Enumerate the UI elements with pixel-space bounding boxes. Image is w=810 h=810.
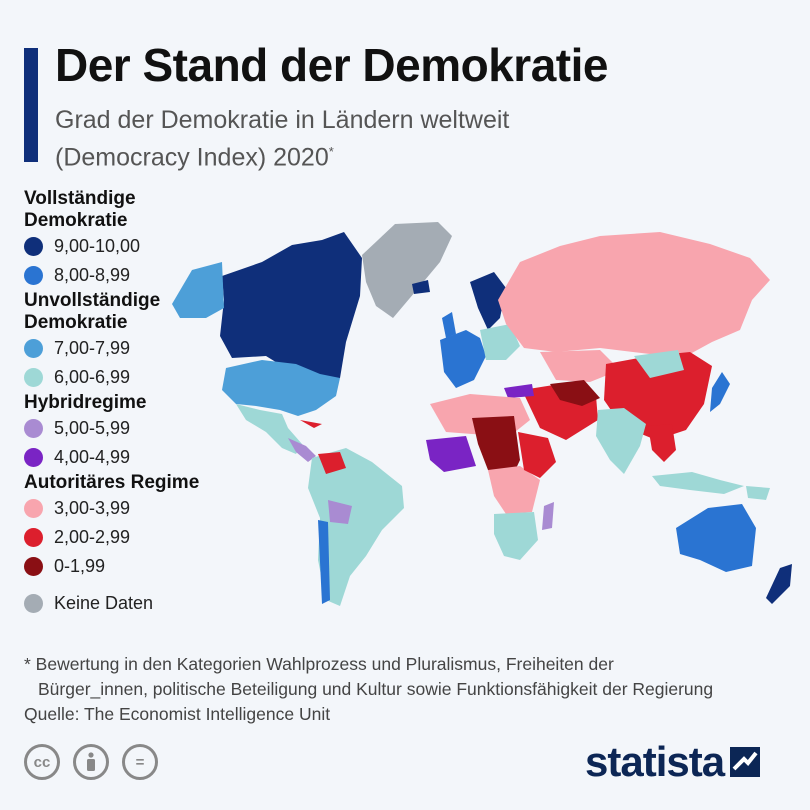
legend-label: 0-1,99: [54, 556, 106, 576]
region-turkey: [504, 384, 534, 398]
brand-name: statista: [585, 738, 725, 785]
subtitle: Grad der Demokratie in Ländern weltweit …: [55, 104, 509, 173]
subtitle-footnote-mark: *: [328, 144, 334, 159]
region-papua: [746, 486, 770, 500]
legend: Vollständige Demokratie 9,00-10,00 8,00-…: [24, 188, 224, 618]
region-bolivia: [328, 500, 352, 524]
swatch-2-3: [24, 528, 43, 547]
legend-item: 6,00-6,99: [24, 363, 224, 392]
person-glyph: [87, 752, 95, 771]
license-icons: cc =: [24, 744, 158, 780]
footnote-line-1: * Bewertung in den Kategorien Wahlprozes…: [24, 654, 614, 674]
legend-label: 2,00-2,99: [54, 527, 131, 547]
region-iceland: [412, 280, 430, 294]
source-note: Quelle: The Economist Intelligence Unit: [24, 704, 331, 724]
region-central-africa: [488, 466, 540, 514]
region-australia: [676, 504, 756, 572]
legend-item: 4,00-4,99: [24, 443, 224, 472]
legend-title-flawed-democracy: Unvollständige Demokratie: [24, 290, 224, 334]
region-alaska: [172, 262, 224, 318]
region-mexico: [236, 404, 302, 454]
swatch-0-2: [24, 557, 43, 576]
cc-icon[interactable]: cc: [24, 744, 60, 780]
region-south-america: [308, 448, 404, 606]
swatch-6-7: [24, 368, 43, 387]
region-southern-africa: [494, 512, 538, 560]
swatch-9-10: [24, 237, 43, 256]
region-central-asia: [540, 350, 620, 382]
swatch-no-data: [24, 594, 43, 613]
legend-spacer: [24, 581, 224, 589]
footnote-line-2: Bürger_innen, politische Beteiligung und…: [38, 679, 714, 699]
region-madagascar: [542, 502, 554, 530]
legend-item: 0-1,99: [24, 552, 224, 581]
region-central-america: [288, 438, 316, 462]
legend-title-hybrid: Hybridregime: [24, 392, 147, 413]
region-new-zealand: [766, 564, 792, 604]
title-accent-bar: [24, 48, 38, 162]
region-iran-afghanistan: [550, 380, 600, 406]
statista-logo[interactable]: statista: [585, 738, 761, 786]
legend-item: 2,00-2,99: [24, 523, 224, 552]
region-east-africa: [518, 432, 556, 478]
region-india: [596, 408, 646, 474]
swatch-3-4: [24, 499, 43, 518]
subtitle-line-2-text: (Democracy Index) 2020: [55, 143, 329, 172]
region-korea-japan: [710, 372, 730, 412]
brand-mark-glyph: [732, 751, 758, 771]
legend-item: 9,00-10,00: [24, 232, 224, 261]
legend-label: Keine Daten: [54, 593, 154, 613]
region-mongolia: [634, 350, 684, 378]
swatch-7-8: [24, 339, 43, 358]
region-indonesia: [652, 472, 744, 494]
legend-item: 7,00-7,99: [24, 334, 224, 363]
page-title: Der Stand der Demokratie: [55, 39, 608, 91]
legend-item: 8,00-8,99: [24, 261, 224, 290]
swatch-5-6: [24, 419, 43, 438]
legend-label: 6,00-6,99: [54, 367, 131, 387]
legend-item: 3,00-3,99: [24, 494, 224, 523]
legend-title-full-democracy: Vollständige Demokratie: [24, 188, 136, 231]
swatch-4-5: [24, 448, 43, 467]
legend-label: 7,00-7,99: [54, 338, 131, 358]
legend-label: 3,00-3,99: [54, 498, 131, 518]
subtitle-line-2: (Democracy Index) 2020*: [55, 136, 509, 173]
legend-title-line: Unvollständige: [24, 290, 161, 311]
region-nordics: [470, 272, 506, 330]
region-west-africa: [426, 436, 476, 472]
region-western-europe: [440, 330, 486, 388]
subtitle-line-1: Grad der Demokratie in Ländern weltweit: [55, 106, 510, 134]
region-venezuela: [318, 452, 346, 474]
brand-mark-icon: [730, 747, 761, 777]
region-chile: [318, 520, 330, 604]
legend-label: 5,00-5,99: [54, 418, 131, 438]
region-uk: [442, 312, 456, 338]
footnote: * Bewertung in den Kategorien Wahlprozes…: [24, 652, 804, 727]
legend-title-line: Demokratie: [24, 312, 128, 333]
legend-label: 4,00-4,99: [54, 447, 131, 467]
legend-label: 9,00-10,00: [54, 236, 141, 256]
region-eastern-europe: [480, 324, 520, 360]
legend-item-no-data: Keine Daten: [24, 589, 224, 618]
region-southeast-asia: [648, 424, 676, 462]
swatch-8-9: [24, 266, 43, 285]
world-map: [172, 222, 792, 606]
region-usa: [222, 360, 340, 416]
legend-label: 8,00-8,99: [54, 265, 131, 285]
legend-title-authoritarian: Autoritäres Regime: [24, 472, 200, 493]
attribution-icon[interactable]: [73, 744, 109, 780]
region-cuba: [300, 420, 322, 428]
legend-item: 5,00-5,99: [24, 414, 224, 443]
region-canada: [220, 232, 362, 380]
no-derivatives-icon[interactable]: =: [122, 744, 158, 780]
region-greenland: [362, 222, 452, 318]
region-russia: [498, 232, 770, 354]
